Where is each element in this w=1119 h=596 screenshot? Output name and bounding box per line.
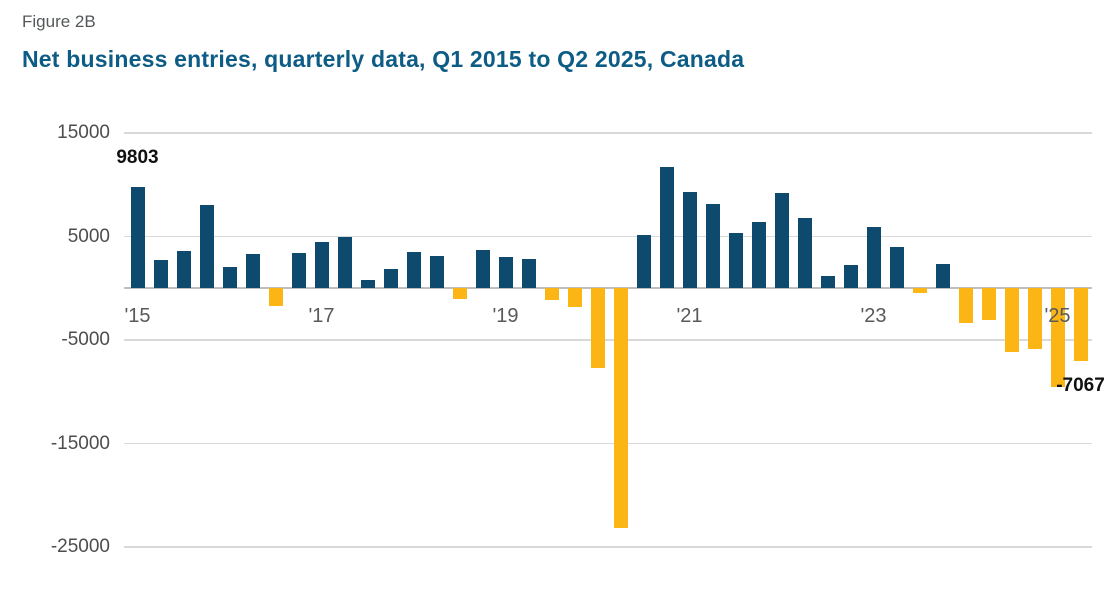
bar-q3-2024 xyxy=(1004,288,1019,353)
bar-q4-2015 xyxy=(199,205,214,289)
bar-q1-2023 xyxy=(866,227,881,289)
y-tick-label--25000: -25000 xyxy=(50,536,110,557)
bar-q4-2021 xyxy=(751,222,766,289)
bar-q2-2024 xyxy=(981,288,996,321)
bar-q3-2021 xyxy=(728,233,743,289)
x-tick-label-21: '21 xyxy=(676,305,703,328)
bar-q3-2016 xyxy=(268,288,283,306)
value-annotation-neg7067: -7067 xyxy=(1056,375,1105,397)
bar-q3-2018 xyxy=(452,288,467,299)
gridline-5000 xyxy=(124,235,1092,238)
y-tick-label--15000: -15000 xyxy=(50,432,110,454)
x-tick-label-25: '25 xyxy=(1044,305,1071,328)
bar-q4-2023 xyxy=(935,264,950,289)
bar-q1-2016 xyxy=(222,266,237,289)
bar-q1-2025 xyxy=(1050,288,1065,387)
figure-number-label: Figure 2B xyxy=(22,12,96,31)
bar-q1-2021 xyxy=(682,191,697,289)
x-tick-label-17: '17 xyxy=(308,305,335,328)
bar-q2-2017 xyxy=(337,236,352,289)
bar-q2-2025 xyxy=(1073,288,1088,362)
bar-q4-2017 xyxy=(383,268,398,289)
bar-q4-2024 xyxy=(1027,288,1042,350)
gridline-15000 xyxy=(124,132,1092,134)
bar-q2-2016 xyxy=(245,254,260,289)
bar-q1-2015 xyxy=(130,186,145,289)
y-tick-label-15000: 15000 xyxy=(57,122,110,143)
gridline--25000 xyxy=(124,546,1092,548)
bar-q1-2024 xyxy=(958,288,973,324)
bar-q1-2018 xyxy=(406,252,421,289)
x-tick-label-19: '19 xyxy=(492,305,519,328)
bar-q2-2022 xyxy=(797,217,812,289)
bar-q4-2019 xyxy=(567,288,582,307)
bar-q4-2022 xyxy=(843,265,858,289)
y-axis: 15000 5000 -5000 -15000 -25000 xyxy=(0,0,110,596)
plot-area: '15 '17 '19 '21 '23 '25 9803 -7067 xyxy=(116,132,1105,548)
bar-q2-2015 xyxy=(153,260,168,289)
bar-q3-2019 xyxy=(544,288,559,300)
x-tick-label-15: '15 xyxy=(124,305,151,328)
bar-q1-2019 xyxy=(498,257,513,289)
bar-q4-2020 xyxy=(659,167,674,289)
bar-q3-2023 xyxy=(912,288,927,294)
bar-q4-2016 xyxy=(291,253,306,289)
bar-q3-2020 xyxy=(636,235,651,289)
gridline--5000 xyxy=(124,339,1092,341)
bar-q4-2018 xyxy=(475,249,490,289)
gridline--15000 xyxy=(124,442,1092,445)
bar-q3-2022 xyxy=(820,275,835,289)
bar-q3-2017 xyxy=(360,279,375,289)
bar-q1-2017 xyxy=(314,241,329,289)
bar-q2-2018 xyxy=(429,256,444,289)
y-tick-label--5000: -5000 xyxy=(61,329,110,350)
bar-q1-2020 xyxy=(590,288,605,368)
chart-title: Net business entries, quarterly data, Q1… xyxy=(22,46,745,72)
y-tick-label-5000: 5000 xyxy=(67,225,110,247)
value-annotation-9803: 9803 xyxy=(116,146,159,168)
bar-q2-2020 xyxy=(613,288,628,529)
x-tick-label-23: '23 xyxy=(860,305,887,328)
bar-q3-2015 xyxy=(176,250,191,289)
bar-q1-2022 xyxy=(774,193,789,289)
bar-q2-2019 xyxy=(521,259,536,289)
zero-axis-line xyxy=(124,287,1092,290)
bar-q2-2021 xyxy=(705,204,720,289)
bar-q2-2023 xyxy=(889,246,904,289)
